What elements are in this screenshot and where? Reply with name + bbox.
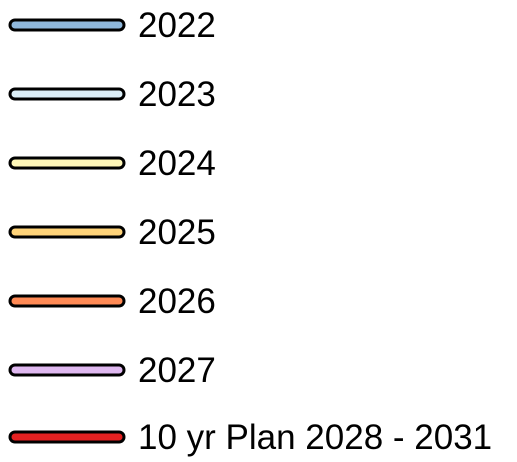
legend-label-2022: 2022 bbox=[138, 5, 216, 45]
legend-label-2024: 2024 bbox=[138, 143, 216, 183]
legend-label-2026: 2026 bbox=[138, 281, 216, 321]
legend-label-10-yr-plan: 10 yr Plan 2028 - 2031 bbox=[138, 417, 493, 457]
legend-item-2024: 2024 bbox=[8, 138, 216, 188]
legend-item-2027: 2027 bbox=[8, 345, 216, 395]
legend-item-2022: 2022 bbox=[8, 0, 216, 50]
legend-item-2023: 2023 bbox=[8, 69, 216, 119]
line-swatch-2025 bbox=[8, 225, 126, 239]
line-swatch-10-yr-plan bbox=[8, 430, 126, 444]
line-swatch-2022 bbox=[8, 18, 126, 32]
legend-label-2027: 2027 bbox=[138, 350, 216, 390]
line-swatch-2024-fill bbox=[8, 156, 126, 170]
line-swatch-2027 bbox=[8, 363, 126, 377]
line-swatch-2022-fill bbox=[8, 18, 126, 32]
line-swatch-2023-fill bbox=[8, 87, 126, 101]
line-swatch-2027-fill bbox=[8, 363, 126, 377]
line-swatch-10-yr-plan-fill bbox=[8, 430, 126, 444]
legend-item-10-yr-plan: 10 yr Plan 2028 - 2031 bbox=[8, 412, 492, 462]
legend-label-2025: 2025 bbox=[138, 212, 216, 252]
legend-item-2026: 2026 bbox=[8, 276, 216, 326]
legend-item-2025: 2025 bbox=[8, 207, 216, 257]
line-swatch-2024 bbox=[8, 156, 126, 170]
line-swatch-2025-fill bbox=[8, 225, 126, 239]
legend-label-2023: 2023 bbox=[138, 74, 216, 114]
line-swatch-2026-fill bbox=[8, 294, 126, 308]
line-swatch-2026 bbox=[8, 294, 126, 308]
line-swatch-2023 bbox=[8, 87, 126, 101]
